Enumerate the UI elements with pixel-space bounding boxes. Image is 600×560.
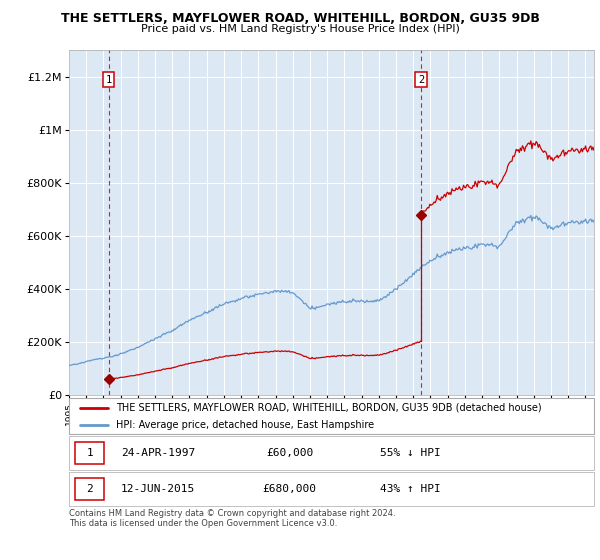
Text: THE SETTLERS, MAYFLOWER ROAD, WHITEHILL, BORDON, GU35 9DB: THE SETTLERS, MAYFLOWER ROAD, WHITEHILL,… <box>61 12 539 25</box>
Text: THE SETTLERS, MAYFLOWER ROAD, WHITEHILL, BORDON, GU35 9DB (detached house): THE SETTLERS, MAYFLOWER ROAD, WHITEHILL,… <box>116 403 542 413</box>
Text: Price paid vs. HM Land Registry's House Price Index (HPI): Price paid vs. HM Land Registry's House … <box>140 24 460 34</box>
Text: £60,000: £60,000 <box>266 448 313 458</box>
Text: Contains HM Land Registry data © Crown copyright and database right 2024.
This d: Contains HM Land Registry data © Crown c… <box>69 509 395 529</box>
Text: 43% ↑ HPI: 43% ↑ HPI <box>380 484 440 494</box>
Text: £680,000: £680,000 <box>263 484 317 494</box>
Text: 2: 2 <box>418 74 424 85</box>
Text: 55% ↓ HPI: 55% ↓ HPI <box>380 448 440 458</box>
Text: 1: 1 <box>86 448 93 458</box>
Text: 12-JUN-2015: 12-JUN-2015 <box>121 484 196 494</box>
Text: HPI: Average price, detached house, East Hampshire: HPI: Average price, detached house, East… <box>116 420 374 430</box>
Text: 24-APR-1997: 24-APR-1997 <box>121 448 196 458</box>
Text: 1: 1 <box>106 74 112 85</box>
Text: 2: 2 <box>86 484 93 494</box>
Bar <box>76 442 104 464</box>
Bar <box>76 478 104 500</box>
